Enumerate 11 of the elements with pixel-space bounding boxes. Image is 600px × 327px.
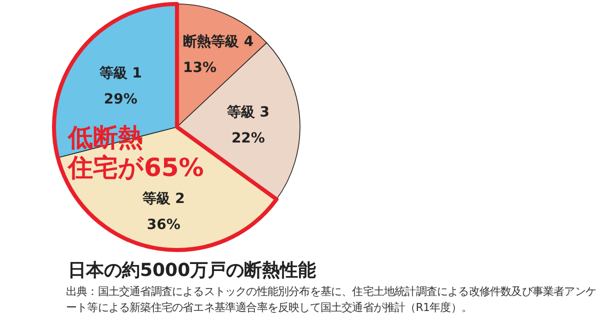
text: 住宅が65%	[67, 153, 204, 182]
source-note: 出典：国土交通省調査によるストックの性能別分布を基に、住宅土地統計調査による改修件数及び事業者アンケート等による新築住宅の省エネ基準適合率を反映して国土交通省が推計（R1年度）。	[66, 284, 598, 316]
slice-label: 等級 2	[141, 191, 185, 208]
slice-label: 断熱等級 4	[183, 34, 254, 50]
text: 日本の約5000万戸の断熱性能	[68, 259, 316, 282]
data-label: 22%	[231, 130, 265, 147]
data-label: 29%	[104, 91, 138, 108]
slice-label: 等級 3	[226, 104, 270, 121]
data-label: 36%	[146, 217, 180, 234]
data-label: 13%	[183, 60, 217, 76]
slice-label: 等級 1	[98, 65, 142, 82]
